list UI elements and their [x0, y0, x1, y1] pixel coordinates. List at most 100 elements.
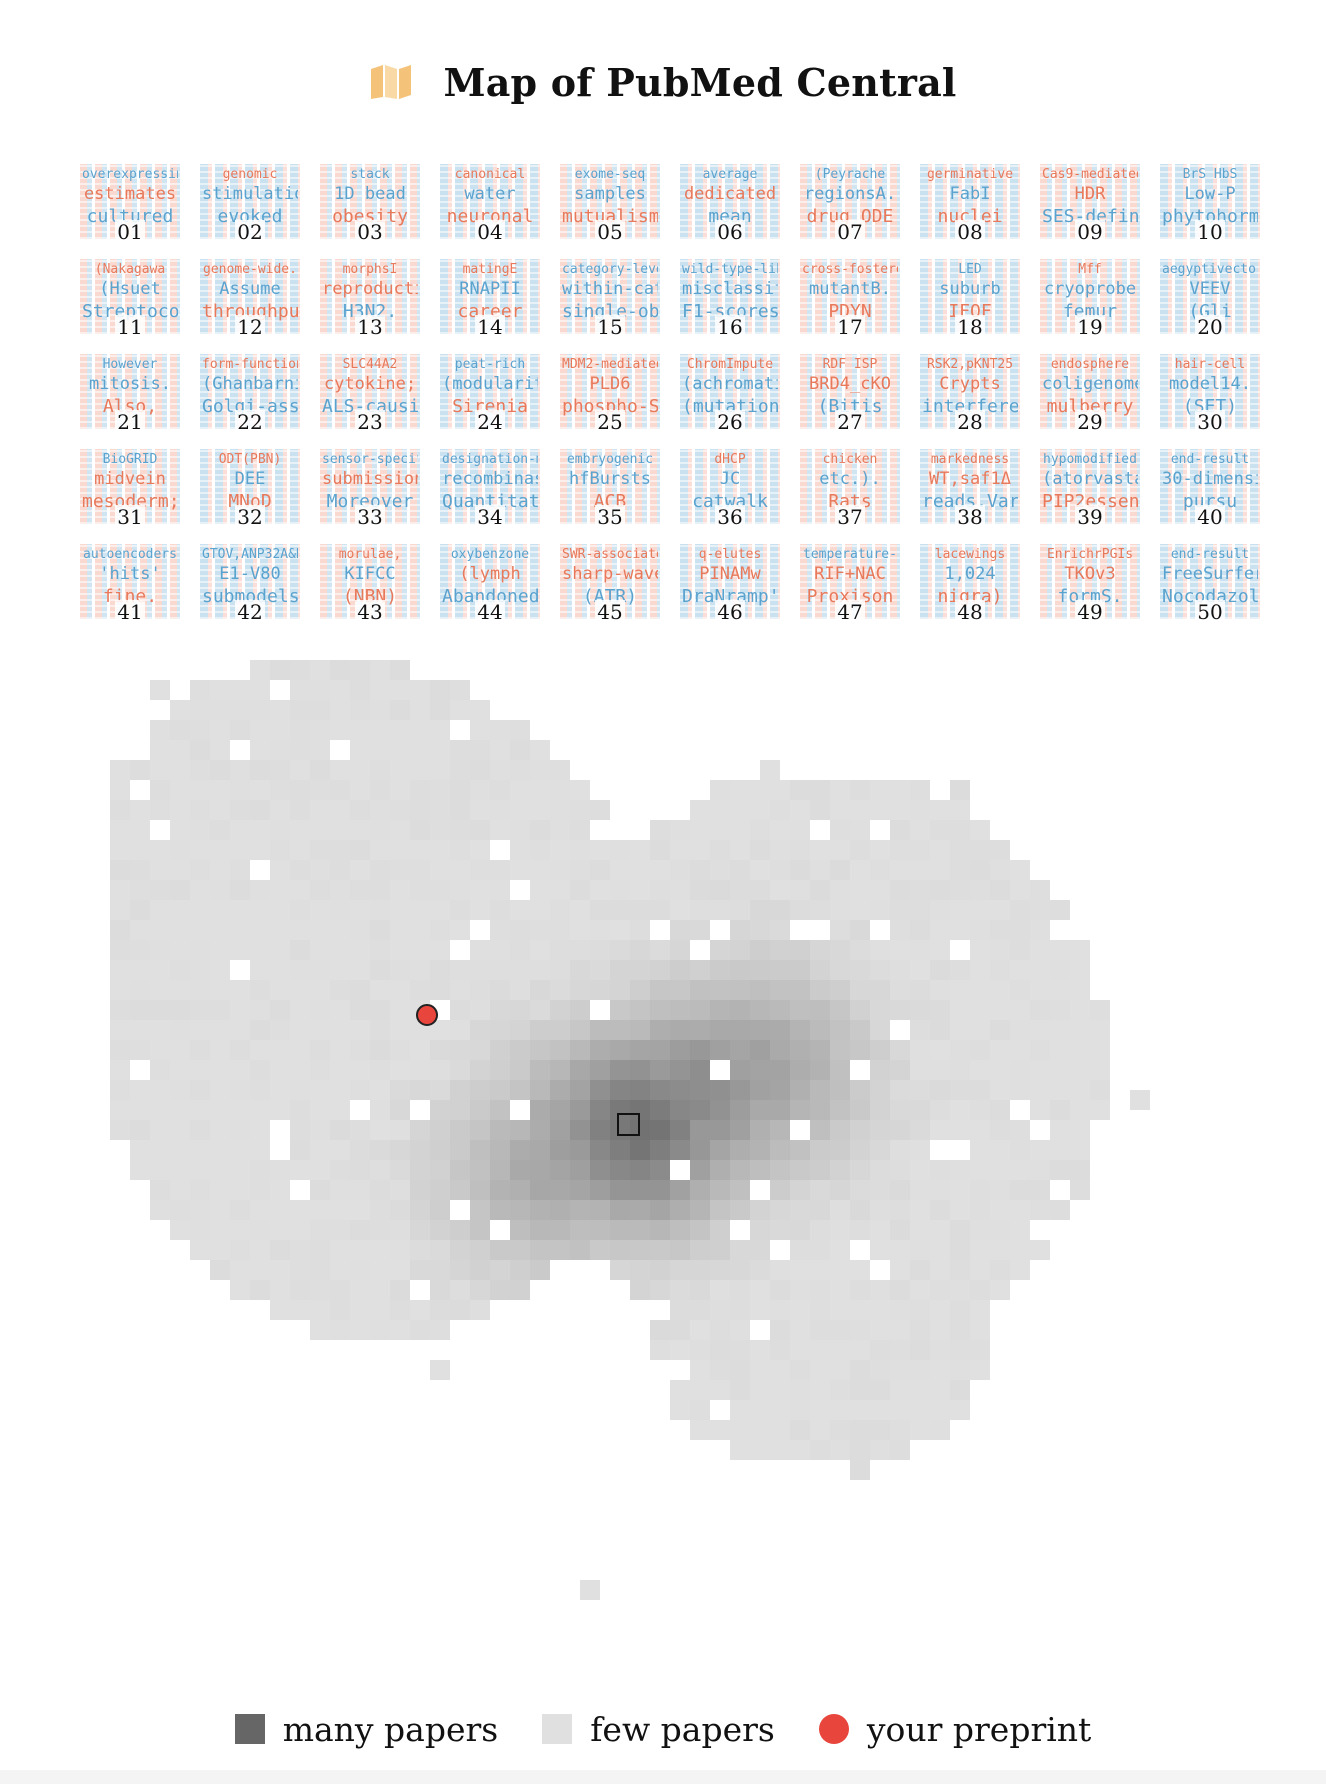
paper-map[interactable] [0, 640, 1326, 1680]
map-cell [690, 1060, 710, 1080]
map-cell [830, 1320, 850, 1340]
map-cell [870, 1400, 890, 1420]
map-cell [1010, 860, 1030, 880]
topic-word: (atorvastatin [1042, 471, 1138, 488]
map-cell [630, 1140, 650, 1160]
topic-tile[interactable]: (Peyrache regionsA. drug ODE 07 [800, 164, 900, 244]
topic-tile[interactable]: autoencoders'hits' fine. 41 [80, 544, 180, 624]
map-cell [950, 1060, 970, 1080]
map-cell [350, 1220, 370, 1240]
topic-tile[interactable]: hypomodified(atorvastatinPIP2essential39 [1040, 449, 1140, 529]
topic-tile[interactable]: matingE RNAPII career 14 [440, 259, 540, 339]
topic-tile[interactable]: LED suburb IFOF 18 [920, 259, 1020, 339]
topic-word: ODT(PBN) [202, 453, 298, 466]
map-cell [470, 860, 490, 880]
map-cell [910, 1160, 930, 1180]
map-cell [770, 940, 790, 960]
topic-tile[interactable]: chicken etc.). Rats 37 [800, 449, 900, 529]
topic-tile[interactable]: overexpressingestimatescultured01 [80, 164, 180, 244]
topic-tile[interactable]: (Nakagawa(HsuetStreptococcus.11 [80, 259, 180, 339]
map-cell [210, 740, 230, 760]
topic-tile[interactable]: ODT(PBN) DEE MNoD 32 [200, 449, 300, 529]
topic-tile[interactable]: morphsIreproductive.H3N2.13 [320, 259, 420, 339]
topic-tile[interactable]: designation-markerrecombinaseQuantitativ… [440, 449, 540, 529]
map-cell [690, 1040, 710, 1060]
map-cell [850, 980, 870, 1000]
topic-tile[interactable]: form-function(GhanbarniaetGolgi-associat… [200, 354, 300, 434]
map-cell [210, 720, 230, 740]
map-cell [530, 1200, 550, 1220]
topic-tile[interactable]: However mitosis. Also, 21 [80, 354, 180, 434]
topic-tile[interactable]: embryogenic hfBursts ACB 35 [560, 449, 660, 529]
topic-word: (Hsuet [82, 281, 178, 298]
map-cell [310, 1300, 330, 1320]
topic-tile[interactable]: BioGRID midvein mesoderm; 31 [80, 449, 180, 529]
topic-tile[interactable]: average dedicated mean 06 [680, 164, 780, 244]
topic-tile[interactable]: canonical water neuronal 04 [440, 164, 540, 244]
map-cell [990, 840, 1010, 860]
topic-tile[interactable]: temperature- RIF+NAC Proxison 47 [800, 544, 900, 624]
map-cell [1030, 1060, 1050, 1080]
topic-tile[interactable]: aegyptivector VEEV (Gli 20 [1160, 259, 1260, 339]
topic-tile[interactable]: germinative FabI nuclei 08 [920, 164, 1020, 244]
map-cell [1030, 920, 1050, 940]
topic-tile[interactable]: RDF ISP BRD4_cKO (Bitis 27 [800, 354, 900, 434]
map-cell [310, 660, 330, 680]
topic-tile[interactable]: GTOV,ANP32A&B E1-V80 submodels 42 [200, 544, 300, 624]
map-cell [610, 1260, 630, 1280]
map-cell [210, 840, 230, 860]
topic-tile[interactable]: SWR-associatedsharp-wave(ATR)45 [560, 544, 660, 624]
topic-tile[interactable]: oxybenzone (lymph Abandoned 44 [440, 544, 540, 624]
topic-word: 30-dimensional [1162, 471, 1258, 488]
map-cell [450, 980, 470, 1000]
topic-tile[interactable]: stack 1D bead obesity 03 [320, 164, 420, 244]
map-cell [310, 1200, 330, 1220]
map-cell [410, 980, 430, 1000]
map-cell [190, 720, 210, 740]
topic-number: 27 [800, 412, 900, 432]
map-cell [670, 1340, 690, 1360]
map-cell [410, 1180, 430, 1200]
topic-tile[interactable]: hair-cell model14. (SET) 30 [1160, 354, 1260, 434]
topic-tile[interactable]: category-levelwithin-categorysingle-obje… [560, 259, 660, 339]
topic-tile[interactable]: dHCP JC catwalk 36 [680, 449, 780, 529]
topic-tile[interactable]: lacewings 1,024 nigra) 48 [920, 544, 1020, 624]
topic-tile[interactable]: sensor-specificsubmissionMoreover33 [320, 449, 420, 529]
topic-tile[interactable]: Mff cryoprobe femur 19 [1040, 259, 1140, 339]
topic-tile[interactable]: genomicstimulationevoked02 [200, 164, 300, 244]
topic-tile[interactable]: peat-rich(modularitySirenia24 [440, 354, 540, 434]
map-cell [310, 880, 330, 900]
topic-tile[interactable]: EnrichrPGIs TKOv3 formS. 49 [1040, 544, 1140, 624]
map-cell [830, 920, 850, 940]
map-cell [830, 1420, 850, 1440]
map-cell [370, 1000, 390, 1020]
topic-tile[interactable]: end-resultFreeSurfer-processedNocodazole… [1160, 544, 1260, 624]
topic-tile[interactable]: genome-wide.Assumethroughput.12 [200, 259, 300, 339]
preprint-marker[interactable] [417, 1005, 437, 1025]
map-cell [1050, 940, 1070, 960]
map-cell [430, 1320, 450, 1340]
map-cell [370, 720, 390, 740]
map-cell [870, 1000, 890, 1020]
map-cell [590, 1120, 610, 1140]
map-cell [410, 1080, 430, 1100]
topic-number-label: 34 [475, 505, 504, 529]
topic-number: 10 [1160, 222, 1260, 242]
map-cell [390, 1020, 410, 1040]
map-cell [710, 1340, 730, 1360]
map-cell [250, 680, 270, 700]
topic-tile[interactable]: exome-seqsamplesmutualisms05 [560, 164, 660, 244]
topic-tile[interactable]: morulae, KIFCC (NBN) 43 [320, 544, 420, 624]
